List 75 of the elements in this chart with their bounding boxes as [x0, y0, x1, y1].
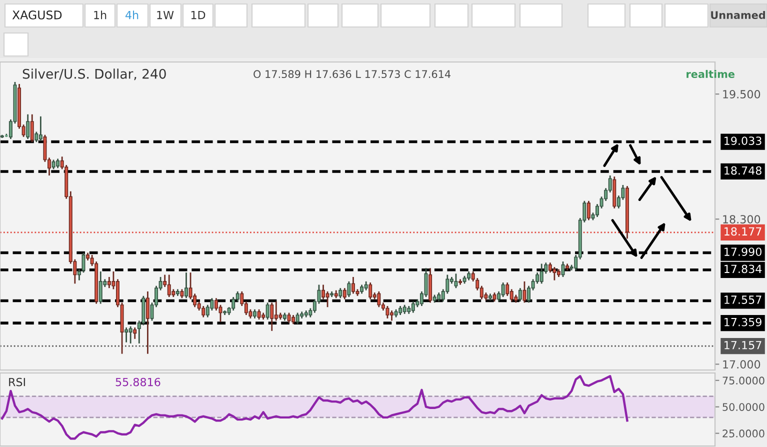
candlestick: [522, 280, 526, 304]
candlestick: [128, 326, 132, 344]
text: XAGUSD: [12, 10, 62, 20]
candlestick: [56, 158, 60, 169]
candlestick: [253, 308, 256, 320]
y-tick-label: 25.0000: [722, 430, 764, 438]
candlestick: [292, 314, 296, 325]
candlestick: [98, 270, 102, 304]
candlestick: [133, 326, 137, 340]
y-tick-label: 17.000: [723, 360, 760, 369]
text: 1W: [157, 10, 174, 20]
text: Unnamed: [711, 10, 765, 20]
candlestick: [266, 302, 270, 320]
candlestick: [146, 290, 150, 354]
candlestick: [270, 302, 274, 332]
candlestick: [402, 304, 406, 315]
candlestick: [552, 266, 556, 281]
annotation: realtime: [686, 70, 734, 78]
candlestick: [26, 114, 30, 140]
candlestick: [347, 280, 351, 298]
candlestick: [510, 288, 514, 302]
candlestick: [107, 276, 111, 289]
candlestick: [548, 262, 552, 274]
candlestick: [351, 276, 355, 294]
candlestick: [377, 290, 381, 308]
candlestick: [30, 114, 34, 143]
ref-line-label: 19.033: [724, 136, 762, 146]
candlestick: [536, 272, 540, 284]
candlestick: [386, 305, 390, 320]
text: 1D: [191, 10, 206, 20]
candlestick: [202, 305, 206, 318]
annotation: 55.8816: [116, 378, 160, 386]
y-tick-label: 18.300: [723, 215, 760, 224]
ref-line-label: 18.748: [724, 166, 762, 175]
y-tick-label: 19.500: [723, 90, 760, 98]
candlestick: [232, 296, 236, 312]
candlestick: [454, 272, 458, 289]
candlestick: [274, 300, 278, 322]
candlestick: [411, 300, 415, 314]
candlestick: [34, 131, 38, 143]
candlestick: [561, 260, 565, 278]
candlestick: [167, 274, 171, 298]
text: 4h: [125, 10, 138, 20]
candlestick: [52, 159, 56, 170]
candlestick: [338, 287, 342, 299]
candlestick: [398, 305, 402, 316]
candlestick: [518, 287, 522, 302]
y-tick-label: 75.0000: [722, 376, 764, 385]
chart-title: RSI: [9, 378, 25, 386]
candlestick: [342, 287, 346, 300]
candlestick: [326, 290, 330, 308]
candlestick: [506, 282, 510, 297]
annotation: O 17.589 H 17.636 L 17.573 C 17.614: [254, 70, 450, 78]
ref-line-label: 18.177: [724, 227, 762, 236]
line-series: [1, 375, 628, 440]
candlestick: [214, 297, 218, 312]
y-tick-label: 50.0000: [722, 403, 764, 411]
candlestick: [501, 282, 505, 298]
chart-title: Silver/U.S. Dollar, 240: [22, 68, 166, 80]
candlestick: [527, 285, 531, 304]
candlestick: [368, 282, 372, 300]
candlestick: [257, 308, 261, 320]
ref-line-label: 17.834: [724, 264, 762, 274]
ref-line-label: 17.157: [724, 341, 762, 350]
candlestick: [124, 326, 128, 344]
candlestick: [540, 263, 544, 284]
candlestick: [296, 312, 300, 325]
ref-line-label: 17.990: [724, 248, 762, 256]
ref-line-label: 17.557: [724, 296, 762, 304]
candlestick: [218, 304, 222, 322]
ref-line-label: 17.359: [724, 318, 762, 326]
candlestick: [184, 272, 188, 299]
candlestick: [38, 116, 42, 142]
text: 1h: [94, 10, 106, 20]
candlestick: [586, 200, 590, 221]
